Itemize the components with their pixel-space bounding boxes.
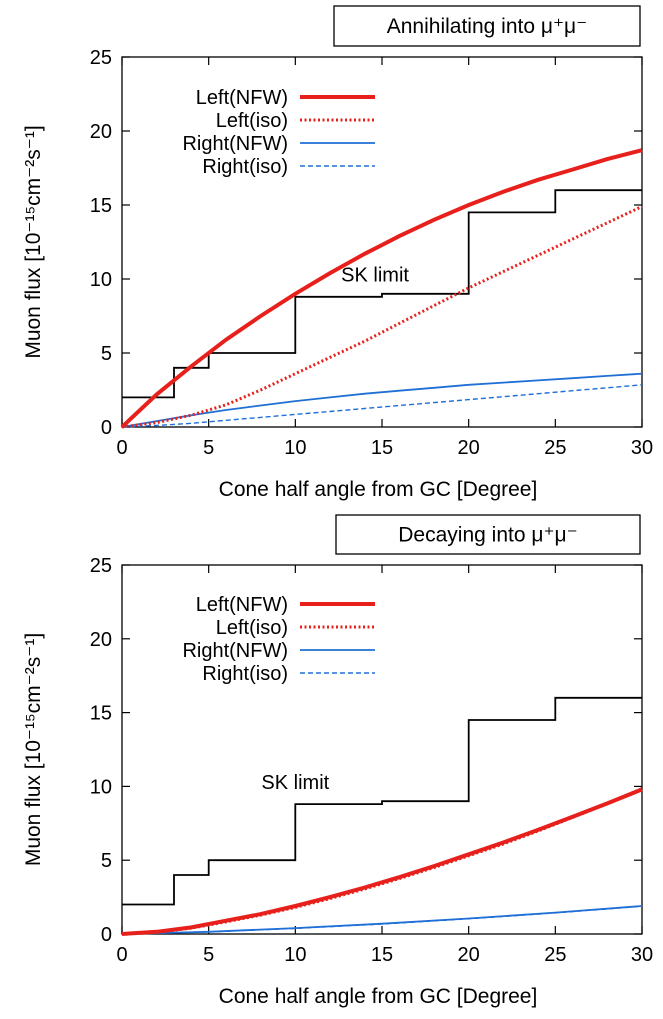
- x-tick-label: 15: [371, 944, 393, 966]
- y-tick-label: 0: [101, 417, 112, 439]
- y-tick-label: 25: [90, 47, 112, 69]
- x-tick-label: 5: [203, 437, 214, 459]
- x-tick-label: 10: [284, 944, 306, 966]
- legend-label: Left(NFW): [196, 594, 288, 616]
- x-tick-label: 10: [284, 437, 306, 459]
- legend: Left(NFW)Left(iso)Right(NFW)Right(iso): [182, 87, 375, 178]
- y-tick-label: 15: [90, 703, 112, 725]
- x-tick-label: 15: [371, 437, 393, 459]
- series-line-3: [121, 905, 643, 935]
- chart-panel-1: Annihilating into μ⁺μ⁻ 0 5 10 15 20 25 30 0 5 10 15…: [22, 5, 653, 501]
- y-tick-label: 0: [101, 924, 112, 946]
- x-tick-label: 20: [458, 944, 480, 966]
- sk-limit-line: [122, 696, 642, 906]
- chart-title: Decaying into μ⁺μ⁻: [398, 524, 577, 547]
- y-axis-label: Muon flux [10⁻¹⁵cm⁻²s⁻¹]: [22, 125, 45, 358]
- legend-label: Right(iso): [202, 663, 288, 685]
- y-tick-label: 5: [101, 850, 112, 872]
- y-tick-label: 15: [90, 195, 112, 217]
- legend-label: Left(iso): [216, 617, 288, 639]
- legend-label: Left(iso): [216, 110, 288, 132]
- y-tick-label: 25: [90, 555, 112, 577]
- y-tick-label: 10: [90, 776, 112, 798]
- x-tick-label: 5: [203, 944, 214, 966]
- x-tick-label: 25: [544, 437, 566, 459]
- legend: Left(NFW)Left(iso)Right(NFW)Right(iso): [182, 594, 375, 685]
- legend-label: Right(NFW): [182, 640, 288, 662]
- plot-frame: [121, 564, 643, 935]
- y-tick-label: 20: [90, 121, 112, 143]
- sk-limit-label: SK limit: [261, 772, 329, 794]
- y-tick-label: 20: [90, 629, 112, 651]
- series-line-4: [121, 384, 643, 428]
- series-line-1: [120, 148, 643, 429]
- y-tick-label: 5: [101, 343, 112, 365]
- x-tick-label: 0: [116, 944, 127, 966]
- series-line-3: [121, 372, 643, 428]
- x-axis-label: Cone half angle from GC [Degree]: [219, 985, 538, 1008]
- chart-title-box: [335, 514, 641, 555]
- legend-label: Right(NFW): [182, 133, 288, 155]
- series-line-2: [121, 205, 643, 429]
- y-axis-label: Muon flux [10⁻¹⁵cm⁻²s⁻¹]: [22, 633, 45, 866]
- x-tick-label: 30: [631, 437, 653, 459]
- y-tick-label: 10: [90, 269, 112, 291]
- x-tick-label: 20: [458, 437, 480, 459]
- x-axis-label: Cone half angle from GC [Degree]: [219, 478, 538, 501]
- legend-label: Left(NFW): [196, 87, 288, 109]
- x-tick-label: 30: [631, 944, 653, 966]
- chart-title: Annihilating into μ⁺μ⁻: [387, 15, 587, 38]
- series-line-1: [121, 787, 643, 936]
- x-tick-label: 25: [544, 944, 566, 966]
- x-tick-label: 0: [116, 437, 127, 459]
- sk-limit-label: SK limit: [341, 265, 409, 287]
- chart-title-box: [333, 5, 641, 47]
- sk-limit-line: [122, 189, 642, 399]
- legend-label: Right(iso): [202, 156, 288, 178]
- chart-panel-2: Decaying into μ⁺μ⁻ 0 5 10 15 20 25 30 0 5 10 15 20 25…: [22, 514, 653, 1008]
